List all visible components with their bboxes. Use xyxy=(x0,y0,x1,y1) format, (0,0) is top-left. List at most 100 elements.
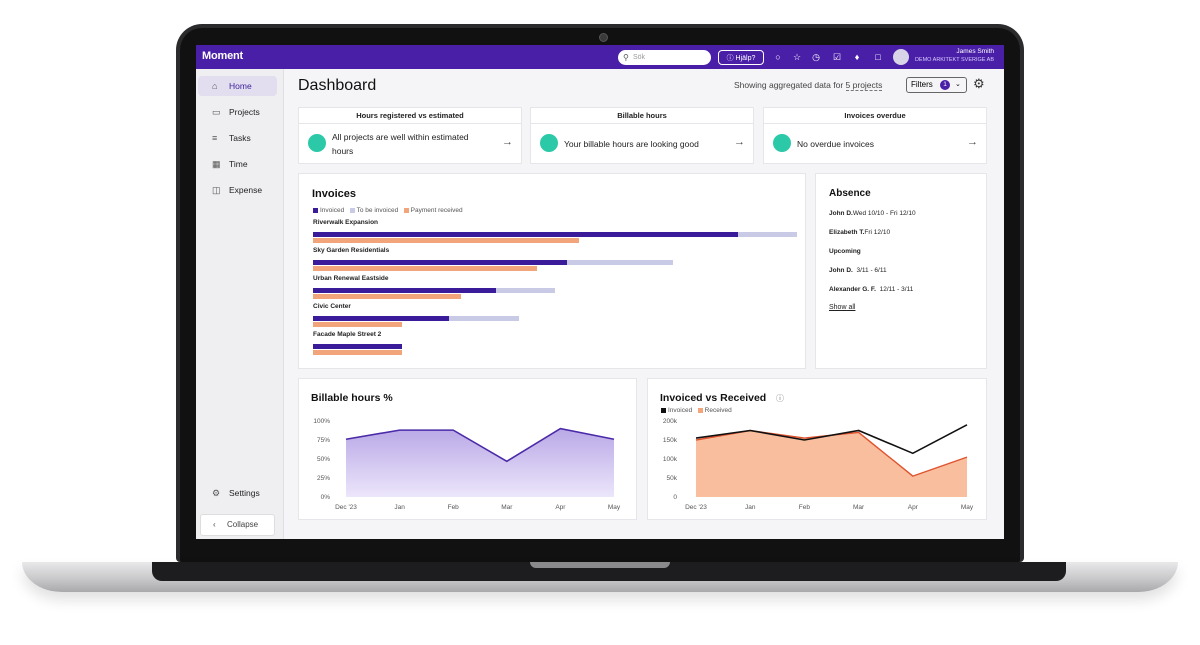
received-bar xyxy=(313,238,579,243)
search-placeholder: Sök xyxy=(633,54,646,61)
arrow-right-icon[interactable]: → xyxy=(502,136,513,148)
invoiced-received-chart: 200k 150k 100k 50k 0 Dec '23 Jan Feb Mar Apr May xyxy=(663,418,974,511)
sidebar-item-label: Settings xyxy=(229,488,260,498)
invoices-title: Invoices xyxy=(312,188,357,200)
y-tick-label: 150k xyxy=(663,437,678,444)
received-bar xyxy=(313,350,402,355)
calendar-icon: ▦ xyxy=(212,159,221,169)
sidebar-item-label: Expense xyxy=(229,185,263,195)
star-icon[interactable]: ☆ xyxy=(792,52,802,62)
sidebar-item-home[interactable]: ⌂ Home xyxy=(198,76,277,96)
laptop-notch xyxy=(530,562,670,568)
absence-card: Absence John D.Wed 10/10 - Fri 12/10 Eli… xyxy=(815,173,987,369)
legend-item-payment-received: Payment received xyxy=(403,207,463,214)
legend-item-invoiced: Invoiced xyxy=(313,207,344,214)
arrow-right-icon[interactable]: → xyxy=(734,136,745,148)
user-info[interactable]: James Smith DEMO ARKITEKT SVERIGE AB xyxy=(908,48,994,64)
list-icon: ≡ xyxy=(212,133,218,143)
collapse-label: Collapse xyxy=(227,520,259,529)
help-button[interactable]: ⓘ Hjälp? xyxy=(718,50,764,65)
search-input[interactable]: ⚲ Sök xyxy=(618,50,711,65)
info-icon[interactable]: ⓘ xyxy=(776,394,784,403)
invoiced-bar xyxy=(313,260,567,265)
dashboard-settings-icon[interactable]: ⚙ xyxy=(973,76,985,91)
x-tick-label: Feb xyxy=(799,504,811,511)
sidebar-item-label: Projects xyxy=(229,107,260,117)
y-tick-label: 75% xyxy=(317,437,330,444)
y-tick-label: 50% xyxy=(317,456,330,463)
invoiced-bar xyxy=(313,288,496,293)
y-tick-label: 100k xyxy=(663,456,678,463)
company-name: DEMO ARKITEKT SVERIGE AB xyxy=(914,57,994,63)
sidebar-item-expense[interactable]: ◫ Expense xyxy=(198,180,277,200)
absence-entry: Elizabeth T.Fri 12/10 xyxy=(829,229,891,236)
to-be-invoiced-bar xyxy=(448,316,520,321)
summary-card-billable: Billable hours Your billable hours are l… xyxy=(530,107,754,164)
avatar[interactable] xyxy=(893,49,909,65)
app-logo[interactable]: Moment xyxy=(202,50,243,62)
y-tick-label: 25% xyxy=(317,475,330,482)
sidebar-item-settings[interactable]: ⚙ Settings xyxy=(198,483,277,503)
absence-entry: John D. 3/11 - 6/11 xyxy=(829,267,887,274)
absence-entry: Alexander G. F. 12/11 - 3/11 xyxy=(829,286,914,293)
laptop-hinge xyxy=(152,562,1066,581)
app-screen: Moment ⚲ Sök ⓘ Hjälp? ○ ☆ ◷ ☑ ♦ □ James … xyxy=(196,45,1004,539)
legend-item-received: Received xyxy=(697,407,732,414)
chat-icon[interactable]: ○ xyxy=(775,52,781,62)
summary-card-title: Billable hours xyxy=(531,108,753,124)
sidebar-item-time[interactable]: ▦ Time xyxy=(198,154,277,174)
sidebar-item-label: Time xyxy=(229,159,248,169)
sidebar-item-tasks[interactable]: ≡ Tasks xyxy=(198,128,277,148)
message-icon[interactable]: □ xyxy=(875,52,881,62)
x-tick-label: Mar xyxy=(853,504,865,511)
summary-card-title: Invoices overdue xyxy=(764,108,986,124)
y-tick-label: 0% xyxy=(321,494,331,501)
x-tick-label: May xyxy=(608,504,621,511)
y-tick-label: 0 xyxy=(673,494,677,501)
summary-card-invoices-overdue: Invoices overdue No overdue invoices → xyxy=(763,107,987,164)
collapse-button[interactable]: ‹ Collapse xyxy=(200,514,275,536)
x-tick-label: Dec '23 xyxy=(685,504,707,511)
chart-title: Invoiced vs Received xyxy=(660,392,767,404)
invoice-project-label: Urban Renewal Eastside xyxy=(313,275,389,282)
absence-title: Absence xyxy=(829,188,871,199)
top-bar: Moment ⚲ Sök ⓘ Hjälp? ○ ☆ ◷ ☑ ♦ □ James … xyxy=(196,45,1004,69)
gear-icon: ⚙ xyxy=(212,488,221,498)
summary-card-hours: Hours registered vs estimated All projec… xyxy=(298,107,522,164)
invoice-project-label: Facade Maple Street 2 xyxy=(313,331,382,338)
chart-legend: Invoiced Received xyxy=(661,407,732,414)
absence-entry: John D.Wed 10/10 - Fri 12/10 xyxy=(829,210,916,217)
x-tick-label: Mar xyxy=(501,504,513,511)
y-tick-label: 200k xyxy=(663,418,678,425)
to-be-invoiced-bar xyxy=(495,288,555,293)
arrow-right-icon[interactable]: → xyxy=(967,136,978,148)
filters-button[interactable]: Filters 1 ⌄ xyxy=(906,77,967,93)
received-area xyxy=(696,430,967,497)
series-line xyxy=(345,427,615,463)
home-icon: ⌂ xyxy=(212,81,218,91)
status-indicator xyxy=(773,134,791,152)
help-label: Hjälp? xyxy=(735,55,756,62)
sidebar-item-projects[interactable]: ▭ Projects xyxy=(198,102,277,122)
search-icon: ⚲ xyxy=(623,53,629,62)
billable-hours-card: Billable hours % 100% 75% 50% 25% 0% Dec '23 J… xyxy=(298,378,637,520)
sidebar: ⌂ Home ▭ Projects ≡ Tasks ▦ Time ◫ Expen… xyxy=(196,69,284,539)
invoiced-bar xyxy=(313,316,449,321)
money-icon: ◫ xyxy=(212,185,221,195)
invoiced-line xyxy=(695,424,968,455)
x-tick-label: Jan xyxy=(394,504,405,511)
bell-icon[interactable]: ♦ xyxy=(854,52,860,62)
show-all-link[interactable]: Show all xyxy=(829,304,856,311)
y-tick-label: 50k xyxy=(667,475,678,482)
checkbox-icon[interactable]: ☑ xyxy=(832,52,842,62)
sidebar-item-label: Home xyxy=(229,81,252,91)
chevron-down-icon: ⌄ xyxy=(955,81,961,88)
chevron-left-icon: ‹ xyxy=(213,520,216,529)
clock-icon[interactable]: ◷ xyxy=(812,52,820,62)
received-bar xyxy=(313,266,538,271)
x-tick-label: Jan xyxy=(745,504,756,511)
invoices-legend: Invoiced To be invoiced Payment received xyxy=(313,207,463,214)
summary-card-text: No overdue invoices xyxy=(797,139,875,149)
to-be-invoiced-bar xyxy=(566,260,673,265)
projects-link[interactable]: 5 projects xyxy=(845,80,883,91)
